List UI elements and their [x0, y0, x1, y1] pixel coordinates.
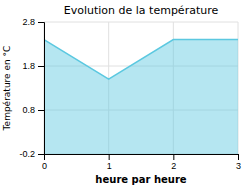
data-group — [44, 40, 238, 154]
x-axis-tick-label: 0 — [42, 161, 47, 171]
y-axis-tick: 0.8 — [22, 105, 44, 115]
line — [44, 40, 238, 80]
title: Evolution de la température — [64, 4, 219, 17]
y-axis-tick-mark — [38, 154, 44, 155]
grid — [44, 22, 238, 154]
chart-svg: 0 1 2 3 -0.2 0.8 1.8 2.8 Evolution de la tempéra… — [0, 0, 250, 188]
plot-area: 0 1 2 3 -0.2 0.8 1.8 2.8 — [19, 17, 241, 171]
y-axis-tick: 1.8 — [22, 61, 44, 71]
y-axis-domain — [38, 23, 45, 155]
y-axis-tick-mark — [38, 66, 44, 67]
x-axis-tick-mark — [173, 154, 174, 160]
x-axis-tick-label: 2 — [171, 161, 176, 171]
x-axis-tick: 1 — [107, 154, 112, 171]
x-axis: 0 1 2 3 — [42, 154, 241, 171]
x-axis-title: heure par heure — [95, 174, 186, 185]
y-axis-tick: -0.2 — [19, 149, 44, 159]
y-axis-title: Température en °C — [2, 46, 12, 132]
x-axis-tick-label: 3 — [236, 161, 241, 171]
chart-container: 0 1 2 3 -0.2 0.8 1.8 2.8 Evolution de la tempéra… — [0, 0, 250, 188]
y-axis-tick-label: 1.8 — [22, 61, 35, 71]
x-axis-tick-mark — [238, 154, 239, 160]
y-axis-tick-label: -0.2 — [19, 149, 35, 159]
x-axis-domain — [45, 155, 239, 161]
y-axis-tick-mark — [38, 22, 44, 23]
y-axis-tick-label: 2.8 — [22, 17, 35, 27]
x-axis-tick: 3 — [236, 154, 241, 171]
grid-line-y — [44, 22, 238, 23]
y-axis: -0.2 0.8 1.8 2.8 — [19, 17, 44, 159]
area — [44, 40, 238, 154]
x-axis-tick: 0 — [42, 154, 47, 171]
x-axis-tick-mark — [109, 154, 110, 160]
y-axis-tick-mark — [38, 110, 44, 111]
x-axis-tick: 2 — [171, 154, 176, 171]
y-axis-tick-label: 0.8 — [22, 105, 35, 115]
y-axis-tick: 2.8 — [22, 17, 44, 27]
x-axis-tick-label: 1 — [107, 161, 112, 171]
